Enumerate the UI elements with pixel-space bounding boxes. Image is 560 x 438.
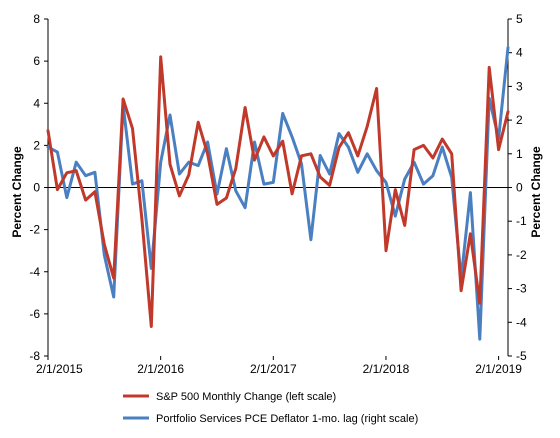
right-tick-label: -2 (516, 248, 527, 262)
left-tick-label: -6 (29, 307, 40, 321)
right-tick-label: 3 (516, 79, 523, 93)
right-axis-title: Percent Change (529, 146, 543, 238)
left-tick-label: -2 (29, 223, 40, 237)
right-tick-label: 4 (516, 46, 523, 60)
x-tick-label: 2/1/2017 (250, 362, 297, 376)
right-tick-label: -1 (516, 214, 527, 228)
right-tick-label: -5 (516, 349, 527, 363)
x-tick-label: 2/1/2015 (36, 362, 83, 376)
x-tick-label: 2/1/2019 (475, 362, 522, 376)
legend-label-pce-deflator: Portfolio Services PCE Deflator 1-mo. la… (156, 413, 418, 425)
left-tick-label: 4 (33, 96, 40, 110)
left-tick-label: 8 (33, 12, 40, 26)
x-tick-label: 2/1/2018 (363, 362, 410, 376)
left-tick-label: 6 (33, 54, 40, 68)
right-tick-label: 2 (516, 113, 523, 127)
right-tick-label: 1 (516, 147, 523, 161)
axes (47, 19, 509, 356)
right-tick-label: 5 (516, 12, 523, 26)
legend-label-sp500: S&P 500 Monthly Change (left scale) (156, 391, 336, 403)
left-axis-title: Percent Change (10, 146, 24, 238)
left-tick-label: -4 (29, 265, 40, 279)
series-lines (46, 46, 510, 341)
x-tick-label: 2/1/2016 (137, 362, 184, 376)
right-tick-label: 0 (516, 181, 523, 195)
legend: S&P 500 Monthly Change (left scale) Port… (123, 391, 418, 425)
x-axis-ticks: 2/1/2015 2/1/2016 2/1/2017 2/1/2018 2/1/2019 (36, 356, 522, 376)
right-axis-ticks: 5 4 3 2 1 0 -1 -2 -3 -4 -5 (508, 12, 527, 363)
series-line-sp500 (46, 55, 510, 328)
left-tick-label: 2 (33, 138, 40, 152)
left-axis-ticks: 8 6 4 2 0 -2 -4 -6 -8 (29, 12, 48, 363)
left-tick-label: -8 (29, 349, 40, 363)
right-tick-label: -4 (516, 315, 527, 329)
right-tick-label: -3 (516, 282, 527, 296)
left-tick-label: 0 (33, 181, 40, 195)
